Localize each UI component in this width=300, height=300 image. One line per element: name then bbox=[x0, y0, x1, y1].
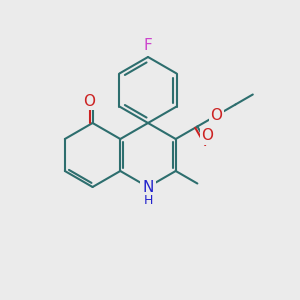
Text: O: O bbox=[210, 108, 222, 123]
Text: O: O bbox=[84, 94, 96, 109]
Text: O: O bbox=[201, 128, 213, 143]
Text: H: H bbox=[143, 194, 153, 206]
Text: F: F bbox=[144, 38, 152, 52]
Text: N: N bbox=[142, 179, 154, 194]
